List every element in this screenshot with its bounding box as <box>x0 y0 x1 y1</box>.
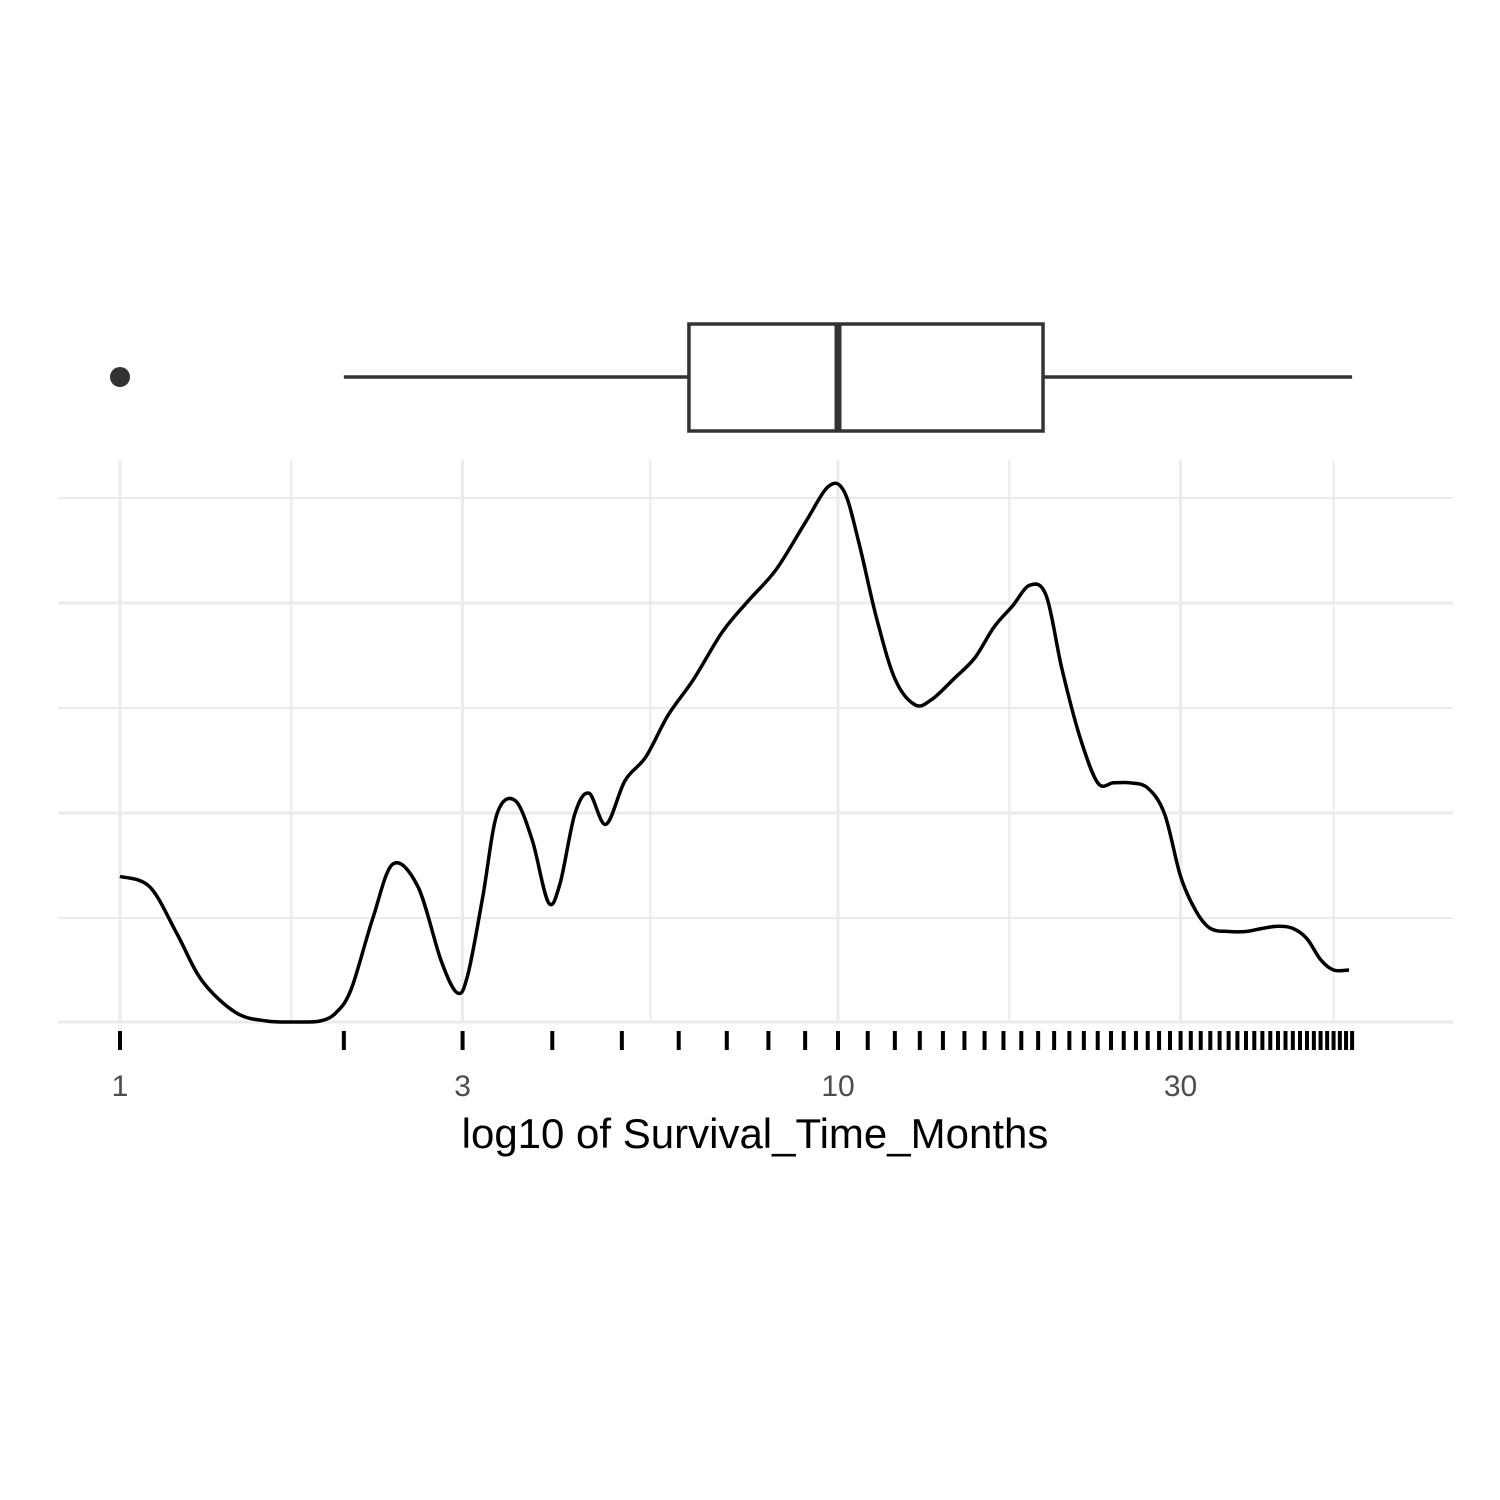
x-tick-label: 10 <box>821 1070 854 1103</box>
x-tick-label: 30 <box>1164 1070 1197 1103</box>
density-curve-group <box>119 481 1350 1024</box>
rug-marks <box>118 1031 1355 1050</box>
x-tick-label: 3 <box>454 1070 471 1103</box>
x-tick-labels: 1 3 10 30 <box>112 1070 1198 1103</box>
x-axis-title: log10 of Survival_Time_Months <box>462 1110 1049 1157</box>
boxplot <box>110 322 1353 433</box>
boxplot-outlier-point <box>110 367 130 387</box>
boxplot-box <box>687 322 1045 433</box>
density-curve <box>119 481 1350 1024</box>
grid-lines <box>58 460 1453 1024</box>
x-tick-label: 1 <box>112 1070 129 1103</box>
